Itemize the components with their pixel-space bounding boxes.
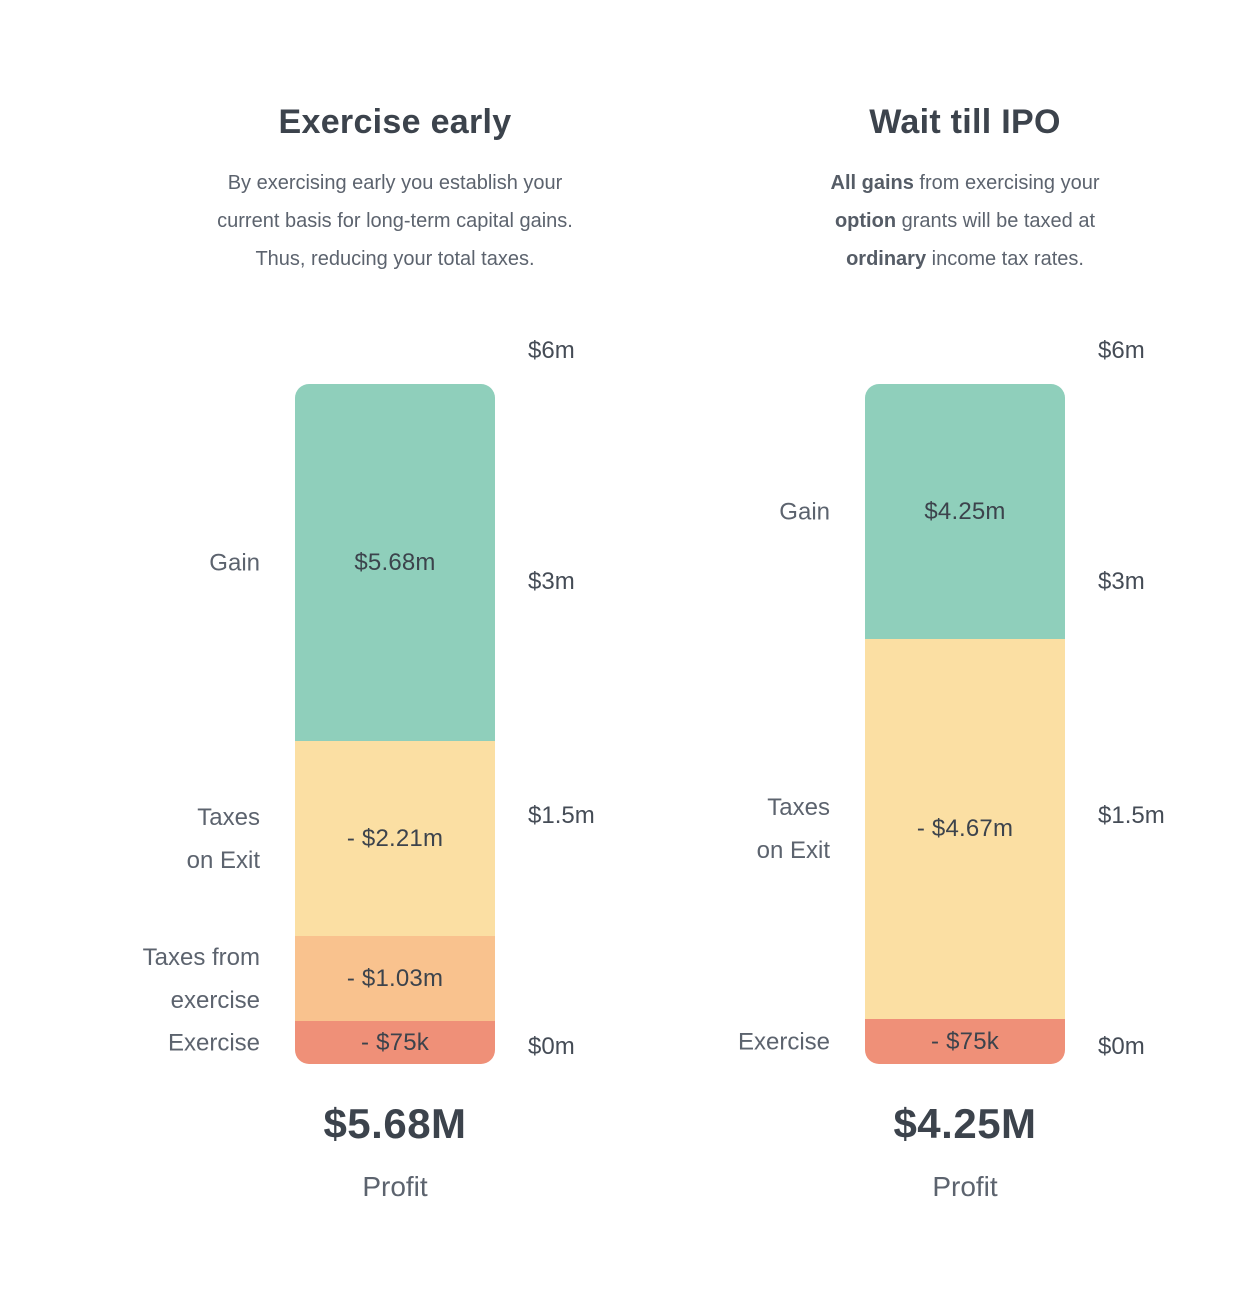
profit-total: $4.25M [893,1100,1037,1147]
chart-subtitle-line: By exercising early you establish your [227,172,563,194]
segment-label-exercise: Exercise [167,1029,260,1057]
chart-columns: Exercise early By exercising early you e… [143,100,1205,1204]
chart-subtitle: All gains from exercising your option gra… [725,164,1205,278]
axis-ticks: $6m $3m $1.5m $0m [495,337,635,1064]
chart-subtitle-line: option grants will be taxed at [834,210,1096,232]
axis-tick: $3m [528,567,575,595]
segment-label-exercise: Exercise [737,1028,830,1056]
axis-tick: $1.5m [1098,801,1165,829]
chart-title: Exercise early [278,103,512,141]
segment-value: $5.68m [354,548,436,576]
profit-total: $5.68M [323,1100,467,1147]
axis-ticks: $6m $3m $1.5m $0m [1065,337,1205,1064]
segment-value: - $1.03m [346,964,444,992]
segment-value: - $75k [931,1027,999,1055]
chart-subtitle: By exercising early you establish your cu… [155,164,635,278]
axis-tick: $6m [1098,336,1145,364]
segment-label-gain: Gain [209,549,260,576]
chart-subtitle-line: ordinary income tax rates. [846,248,1084,270]
bar-segment-exercise: - $75k [295,1021,495,1064]
axis-tick: $6m [528,336,575,364]
bar-segment-taxes-from-exercise: - $1.03m [295,936,495,1022]
bar-segment-gain: $4.25m [865,384,1065,639]
chart-wait-till-ipo: Wait till IPO All gains from exercising … [725,100,1205,1204]
axis-tick: $0m [528,1033,575,1060]
stacked-bar: $5.68m - $2.21m - $1.03m - $75k [295,384,495,1064]
plot-area: Gain Taxes on Exit Taxes from exercise Exer… [143,337,635,1064]
bar-segment-taxes-on-exit: - $4.67m [865,639,1065,1020]
axis-tick: $3m [1098,567,1145,595]
segment-value: - $2.21m [346,824,444,852]
segment-labels: Gain Taxes on Exit Taxes from exercise Exer… [143,384,295,1064]
chart-subtitle-line: current basis for long-term capital gain… [217,210,573,232]
segment-label-taxes-on-exit: Taxes on Exit [756,794,830,865]
chart-subtitle-line: All gains from exercising your [830,172,1100,194]
chart-title: Wait till IPO [869,103,1061,141]
profit-total-label: Profit [362,1171,428,1202]
segment-label-taxes-from-exercise: Taxes from exercise [142,943,260,1014]
bar-segment-gain: $5.68m [295,384,495,741]
plot-area: Gain Taxes on Exit Exercise $4.25m - $4.67m… [725,337,1205,1064]
segment-value: - $75k [361,1028,429,1056]
chart-exercise-early: Exercise early By exercising early you e… [143,100,635,1204]
bar-segment-taxes-on-exit: - $2.21m [295,741,495,937]
stacked-bar: $4.25m - $4.67m - $75k [865,384,1065,1064]
segment-label-gain: Gain [779,498,830,525]
segment-label-taxes-on-exit: Taxes on Exit [186,803,260,874]
bar-segment-exercise: - $75k [865,1019,1065,1064]
segment-value: $4.25m [924,497,1006,525]
segment-labels: Gain Taxes on Exit Exercise [725,384,865,1064]
axis-tick: $0m [1098,1033,1145,1060]
segment-value: - $4.67m [916,815,1014,843]
axis-tick: $1.5m [528,801,595,829]
chart-subtitle-line: Thus, reducing your total taxes. [255,248,535,270]
profit-total-label: Profit [932,1171,998,1202]
